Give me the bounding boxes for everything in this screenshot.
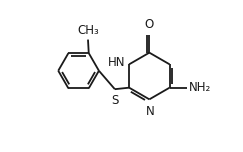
Text: N: N xyxy=(146,105,155,118)
Text: NH₂: NH₂ xyxy=(188,81,211,94)
Text: CH₃: CH₃ xyxy=(77,24,99,36)
Text: S: S xyxy=(111,94,119,107)
Text: O: O xyxy=(145,18,154,31)
Text: HN: HN xyxy=(108,56,125,69)
